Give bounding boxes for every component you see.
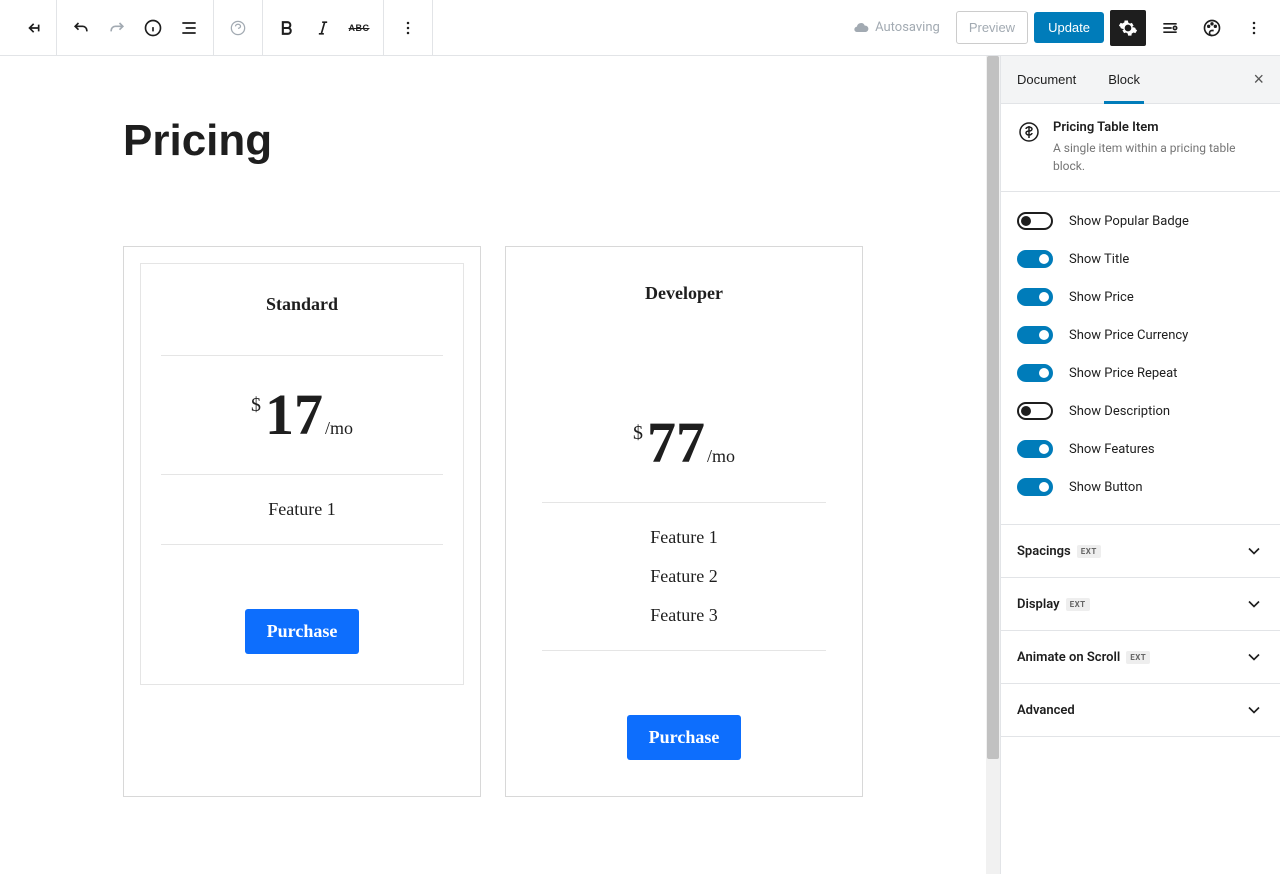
pricing-table-icon: [1017, 120, 1041, 144]
price[interactable]: $ 17 /mo: [161, 386, 443, 444]
chevron-down-icon: [1244, 541, 1264, 561]
page-title[interactable]: Pricing: [123, 116, 863, 166]
more-format-icon[interactable]: [390, 10, 426, 46]
toggle-label: Show Price Currency: [1069, 328, 1188, 343]
toggle-switch[interactable]: [1017, 212, 1053, 230]
features-list[interactable]: Feature 1 Feature 2 Feature 3: [542, 527, 826, 626]
preview-button[interactable]: Preview: [956, 11, 1028, 44]
editor-canvas[interactable]: Pricing Standard $ 17 /mo: [0, 56, 986, 874]
divider: [161, 544, 443, 545]
pricing-card-standard[interactable]: Standard $ 17 /mo Feature 1: [123, 246, 481, 797]
autosaving-status: Autosaving: [853, 20, 940, 36]
purchase-button[interactable]: Purchase: [627, 715, 742, 760]
toggle-label: Show Description: [1069, 404, 1170, 419]
chevron-down-icon: [1244, 594, 1264, 614]
feature-item[interactable]: Feature 1: [161, 499, 443, 520]
options-icon[interactable]: [1152, 10, 1188, 46]
settings-sidebar: Document Block × Pricing Table Item A si…: [1000, 56, 1280, 874]
chevron-down-icon: [1244, 647, 1264, 667]
top-toolbar: ABC Autosaving Preview Update: [0, 0, 1280, 56]
sidebar-tabs: Document Block ×: [1001, 56, 1280, 104]
panel-header[interactable]: SpacingsEXT: [1001, 525, 1280, 577]
feature-item[interactable]: Feature 2: [542, 566, 826, 587]
block-title: Pricing Table Item: [1053, 120, 1264, 135]
toggle-label: Show Button: [1069, 480, 1143, 495]
ext-badge: EXT: [1077, 545, 1101, 558]
back-icon[interactable]: [14, 10, 50, 46]
pricing-row: Standard $ 17 /mo Feature 1: [123, 246, 863, 797]
price[interactable]: $ 77 /mo: [542, 414, 826, 472]
feature-item[interactable]: Feature 1: [542, 527, 826, 548]
cloud-icon: [853, 20, 869, 36]
toggle-switch[interactable]: [1017, 440, 1053, 458]
tab-block[interactable]: Block: [1092, 56, 1156, 103]
update-button[interactable]: Update: [1034, 12, 1104, 43]
undo-icon[interactable]: [63, 10, 99, 46]
settings-icon[interactable]: [1110, 10, 1146, 46]
info-icon[interactable]: [135, 10, 171, 46]
toggle-switch[interactable]: [1017, 250, 1053, 268]
more-menu-icon[interactable]: [1236, 10, 1272, 46]
toggle-label: Show Features: [1069, 442, 1155, 457]
outline-icon[interactable]: [171, 10, 207, 46]
toggle-label: Show Popular Badge: [1069, 214, 1189, 229]
toggle-switch[interactable]: [1017, 364, 1053, 382]
purchase-button[interactable]: Purchase: [245, 609, 360, 654]
plan-name[interactable]: Standard: [161, 294, 443, 315]
scrollbar[interactable]: [986, 56, 1000, 874]
toggles-section: Show Popular Badge Show Title Show Price Sh…: [1001, 192, 1280, 525]
panel-header[interactable]: Animate on ScrollEXT: [1001, 631, 1280, 683]
block-description: A single item within a pricing table blo…: [1053, 139, 1264, 175]
tab-document[interactable]: Document: [1001, 56, 1092, 103]
divider: [542, 650, 826, 651]
strikethrough-icon[interactable]: ABC: [341, 10, 377, 46]
close-icon[interactable]: ×: [1237, 56, 1280, 103]
features-list[interactable]: Feature 1: [161, 499, 443, 520]
toggle-label: Show Price Repeat: [1069, 366, 1177, 381]
divider: [161, 474, 443, 475]
bold-icon[interactable]: [269, 10, 305, 46]
divider: [542, 502, 826, 503]
plan-name[interactable]: Developer: [542, 283, 826, 304]
pricing-card-developer[interactable]: Developer $ 77 /mo Feature 1 Feature 2: [505, 246, 863, 797]
block-info: Pricing Table Item A single item within …: [1001, 104, 1280, 192]
italic-icon[interactable]: [305, 10, 341, 46]
ext-badge: EXT: [1066, 598, 1090, 611]
toggle-label: Show Price: [1069, 290, 1134, 305]
ext-badge: EXT: [1126, 651, 1150, 664]
divider: [161, 355, 443, 356]
toggle-switch[interactable]: [1017, 288, 1053, 306]
feature-item[interactable]: Feature 3: [542, 605, 826, 626]
redo-icon[interactable]: [99, 10, 135, 46]
toggle-label: Show Title: [1069, 252, 1129, 267]
chevron-down-icon: [1244, 700, 1264, 720]
toggle-switch[interactable]: [1017, 478, 1053, 496]
block-type-icon[interactable]: [220, 10, 256, 46]
toggle-switch[interactable]: [1017, 326, 1053, 344]
styles-icon[interactable]: [1194, 10, 1230, 46]
panel-header[interactable]: DisplayEXT: [1001, 578, 1280, 630]
panel-header[interactable]: Advanced: [1001, 684, 1280, 736]
toggle-switch[interactable]: [1017, 402, 1053, 420]
